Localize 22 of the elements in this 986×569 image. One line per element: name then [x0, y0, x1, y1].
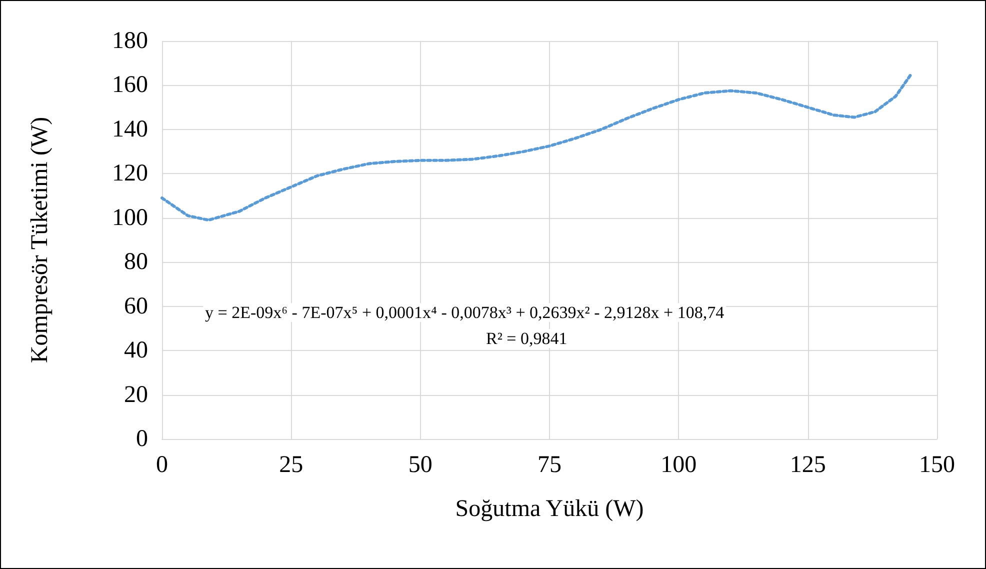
y-tick-label: 40 — [124, 338, 148, 364]
y-tick-label: 60 — [124, 293, 148, 320]
x-tick-label: 100 — [660, 452, 697, 478]
y-tick-label: 120 — [112, 160, 148, 187]
x-axis-title: Soğutma Yükü (W) — [455, 496, 644, 522]
y-axis-title: Kompresör Tüketimi (W) — [27, 116, 53, 364]
y-tick-label: 20 — [124, 382, 148, 408]
y-tick-label: 80 — [124, 249, 148, 276]
x-tick-label: 125 — [790, 452, 826, 478]
y-tick-label: 0 — [136, 426, 148, 452]
annotation: R² = 0,9841 — [486, 329, 568, 348]
y-tick-label: 100 — [112, 204, 148, 231]
x-tick-label: 50 — [408, 452, 432, 478]
line-series — [160, 72, 913, 222]
x-tick-label: 0 — [156, 452, 168, 478]
y-tick-label: 160 — [112, 72, 148, 98]
x-tick-label: 75 — [538, 452, 562, 478]
annotation: y = 2E-09x⁶ - 7E-07x⁵ + 0,0001x⁴ - 0,0078x³ + 0,2639x² - 2,9128x + 108,74 — [205, 303, 725, 322]
x-tick-label: 150 — [919, 452, 955, 478]
y-tick-label: 140 — [112, 116, 148, 142]
y-tick-label: 180 — [112, 28, 148, 54]
x-tick-label: 25 — [279, 452, 304, 478]
